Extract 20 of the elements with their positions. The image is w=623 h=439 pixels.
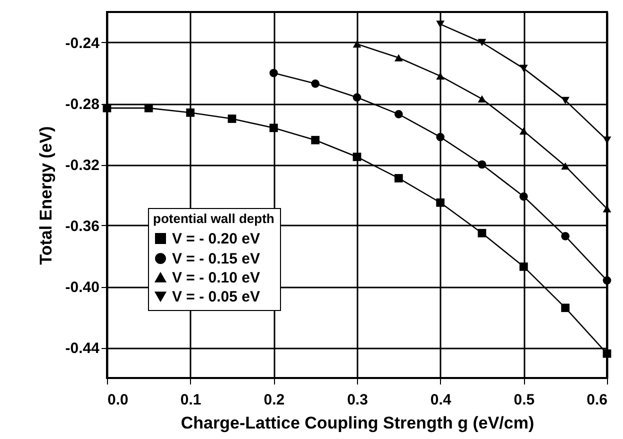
x-axis-title: Charge-Lattice Coupling Strength g (eV/cm)	[180, 414, 534, 432]
y-tick-label: -0.24	[65, 35, 100, 52]
y-tick-label: -0.44	[65, 340, 100, 357]
y-tick-label: -0.28	[65, 96, 100, 113]
x-tick-label: 0.1	[180, 392, 202, 408]
legend-label: V = - 0.10 eV	[172, 270, 260, 286]
y-tick-label: -0.32	[65, 157, 100, 174]
y-axis-title: Total Energy (eV)	[36, 126, 56, 265]
legend-title: potential wall depth	[153, 211, 274, 226]
legend-label: V = - 0.20 eV	[172, 230, 260, 248]
x-tick-label: 0.6	[586, 392, 608, 408]
x-tick-label: 0.2	[264, 392, 285, 408]
legend-label: V = - 0.15 eV	[172, 250, 260, 268]
legend-label: V = - 0.05 eV	[172, 288, 260, 306]
x-tick-label: 0.5	[514, 392, 535, 408]
x-tick-label: 0.3	[347, 392, 368, 408]
x-tick-label: 0.4	[430, 392, 452, 408]
x-tick-label: 0.0	[108, 392, 128, 408]
y-tick-label: -0.36	[65, 218, 100, 235]
y-tick-label: -0.40	[65, 279, 100, 296]
